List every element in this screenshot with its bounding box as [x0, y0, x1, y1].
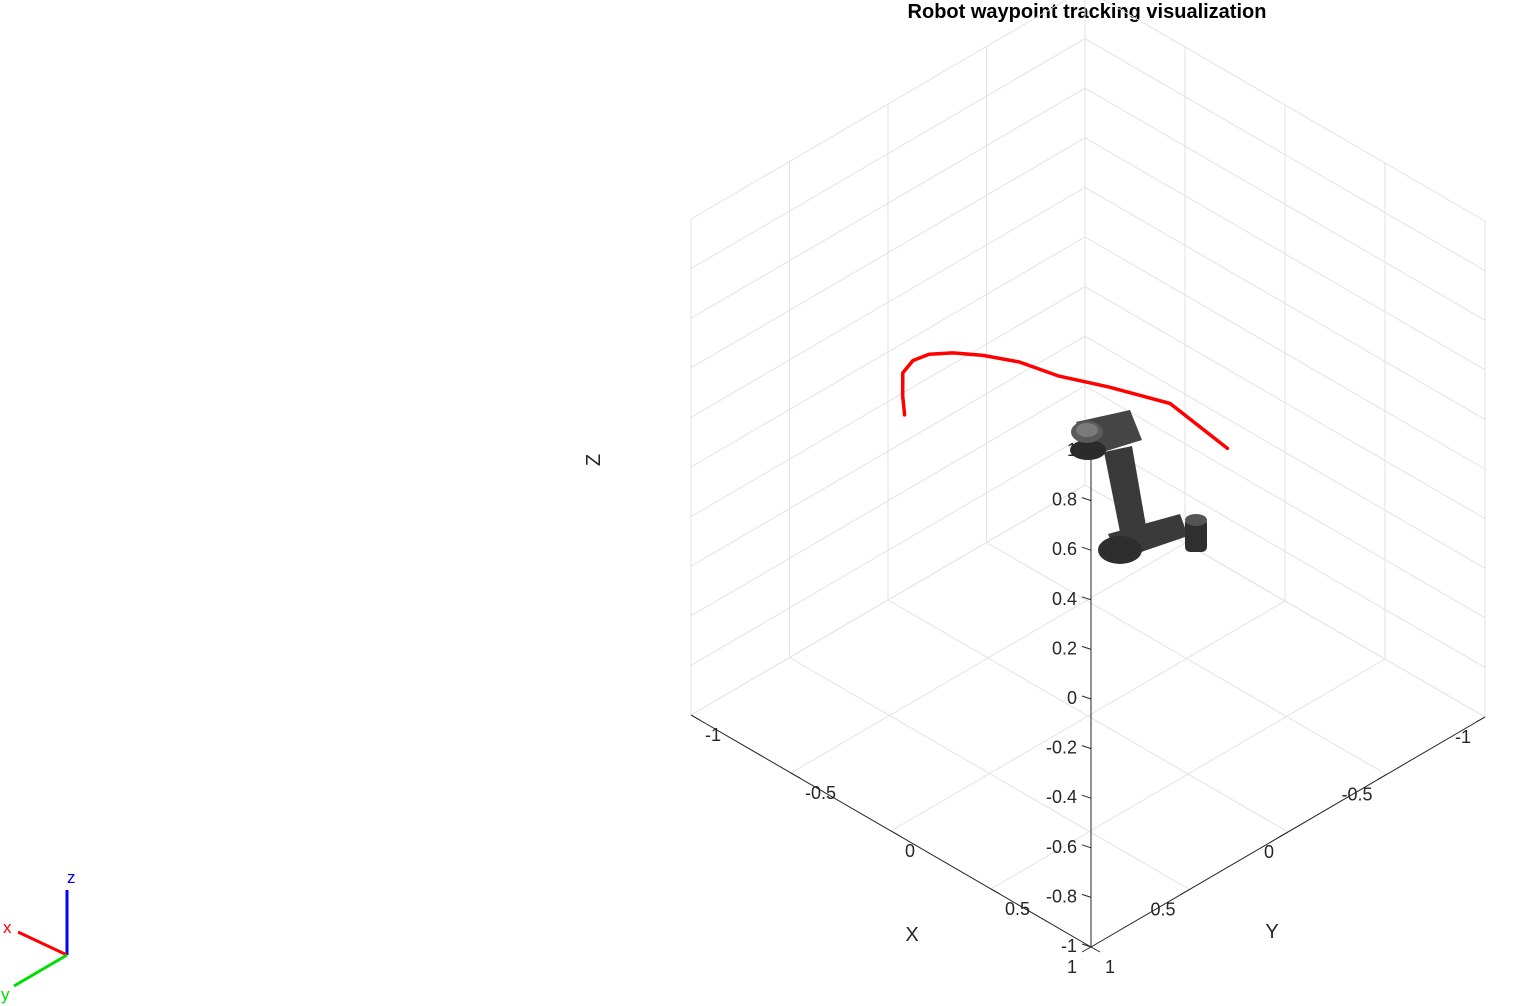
y-tick-label: 0	[905, 841, 915, 861]
triad-x-axis	[17, 930, 68, 957]
grid-line	[690, 286, 1086, 518]
orientation-triad: z x y	[1, 868, 76, 1004]
grid-line	[1084, 137, 1486, 371]
z-tick-label: -0.4	[1046, 787, 1077, 807]
x-tick-mark	[1081, 946, 1092, 953]
z-axis-label: Z	[583, 454, 605, 466]
grid-line	[690, 137, 1086, 369]
z-tick-mark	[1081, 596, 1092, 601]
x-tick-mark	[1278, 831, 1289, 838]
z-tick-label: 0	[1067, 688, 1077, 708]
grid-line	[1084, 87, 1486, 321]
grid-line	[690, 236, 1086, 468]
grid-line	[990, 658, 1386, 890]
grid-line	[690, 87, 1086, 319]
z-tick-label: 0.4	[1052, 589, 1077, 609]
grid-line	[690, 385, 1086, 617]
z-tick-label: 0.2	[1052, 638, 1077, 658]
x-tick-label: 0	[1264, 842, 1274, 862]
y-tick-label: 1	[1105, 957, 1115, 977]
robot-elbow-joint	[1098, 536, 1142, 564]
tick-labels: -1-0.500.51-1-0.500.51-1-0.8-0.6-0.4-0.2…	[705, 440, 1471, 977]
triad-y-label: y	[1, 985, 10, 1004]
chart-title: Robot waypoint tracking visualization	[908, 1, 1267, 23]
z-tick-label: 0.6	[1052, 539, 1077, 559]
x-tick-mark	[1377, 774, 1387, 780]
z-tick-mark	[1081, 645, 1092, 650]
grid-line	[1084, 186, 1486, 420]
robot-wrist	[1185, 518, 1207, 552]
series-layer	[900, 351, 1230, 451]
x-tick-label: 0.5	[1150, 900, 1175, 920]
grid-line	[1102, 0, 1486, 222]
trajectory-line	[900, 351, 1230, 451]
grid-line	[1084, 434, 1486, 668]
grid-line	[790, 542, 1186, 774]
grid-line	[1084, 385, 1486, 619]
z-tick-mark	[1081, 943, 1092, 948]
x-tick-mark	[1180, 889, 1190, 895]
y-tick-mark	[690, 714, 701, 721]
y-tick-mark	[1090, 946, 1101, 953]
y-axis-label: Y	[1265, 921, 1278, 943]
grid-line	[890, 600, 1286, 832]
robot-arm-model	[1070, 410, 1207, 564]
z-tick-mark	[1081, 893, 1092, 898]
x-tick-mark	[1475, 716, 1486, 723]
axes	[690, 447, 1486, 953]
y-tick-mark	[890, 830, 901, 837]
grid-line	[1084, 335, 1486, 569]
z-tick-label: 1	[1067, 440, 1077, 460]
grid-line	[690, 335, 1086, 567]
z-tick-label: -0.8	[1046, 886, 1077, 906]
robot-base-flange	[1070, 440, 1106, 460]
z-tick-label: -1	[1061, 936, 1077, 956]
y-tick-label: 0.5	[1005, 899, 1030, 919]
robot-wrist-cap	[1185, 514, 1207, 526]
grid-line	[1084, 38, 1486, 272]
grid-line	[1084, 236, 1486, 470]
robot-shoulder-highlight	[1076, 423, 1098, 437]
z-tick-label: -0.6	[1046, 837, 1077, 857]
grid-line	[690, 484, 1086, 716]
grid-line	[1084, 286, 1486, 520]
x-axis-label: X	[905, 924, 918, 946]
z-tick-mark	[1081, 695, 1092, 700]
triad-y-axis	[13, 953, 68, 988]
grid-line	[690, 38, 1086, 270]
x-tick-label: -1	[1455, 727, 1471, 747]
y-tick-mark	[790, 772, 801, 779]
z-tick-label: 0.8	[1052, 490, 1077, 510]
y-tick-label: -0.5	[805, 783, 836, 803]
z-tick-mark	[1081, 844, 1092, 849]
triad-x-label: x	[3, 918, 12, 937]
triad-z-label: z	[67, 868, 76, 887]
y-tick-mark	[990, 888, 1001, 895]
grid-line	[690, 434, 1086, 666]
z-tick-mark	[1081, 546, 1092, 551]
z-tick-mark	[1081, 794, 1092, 799]
robot-upper-link	[1104, 446, 1146, 532]
grid-lines	[690, 0, 1486, 948]
grid-line	[690, 186, 1086, 418]
y-tick-label: -1	[705, 725, 721, 745]
z-tick-mark	[1081, 745, 1092, 750]
z-tick-label: -0.2	[1046, 738, 1077, 758]
x-tick-label: -0.5	[1341, 785, 1372, 805]
z-tick-mark	[1081, 497, 1092, 502]
grid-line	[690, 0, 1068, 220]
x-tick-label: 1	[1067, 957, 1077, 977]
